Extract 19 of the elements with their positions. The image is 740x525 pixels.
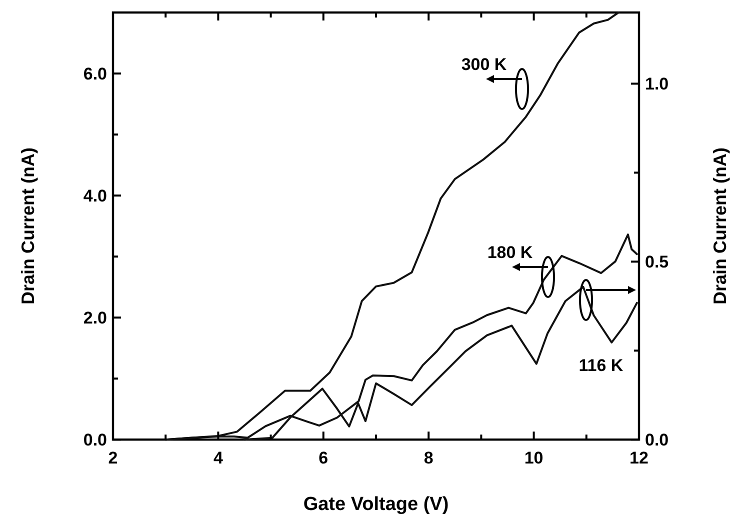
x-tick-label: 6 bbox=[318, 448, 328, 468]
y-tick-label: 6.0 bbox=[83, 64, 107, 84]
y-tick-label: 2.0 bbox=[83, 308, 107, 328]
y-tick-label: 4.0 bbox=[83, 186, 107, 206]
annotation: 180 K bbox=[487, 242, 534, 262]
x-tick-label: 4 bbox=[213, 448, 224, 468]
annotation: 300 K bbox=[461, 54, 508, 74]
annotation: 116 K bbox=[578, 356, 624, 375]
y-axis-title: Drain Current (nA) bbox=[18, 148, 38, 305]
y2-tick-label: 0.0 bbox=[645, 430, 669, 450]
y2-axis-title: Drain Current (nA) bbox=[710, 148, 730, 305]
y2-tick-label: 1.0 bbox=[645, 74, 669, 94]
x-tick-label: 10 bbox=[524, 448, 544, 468]
y2-tick-label: 0.5 bbox=[645, 252, 669, 272]
y-tick-label: 0.0 bbox=[83, 430, 107, 450]
x-axis-title: Gate Voltage (V) bbox=[303, 494, 449, 515]
x-tick-label: 12 bbox=[630, 448, 648, 468]
x-tick-label: 8 bbox=[424, 448, 434, 468]
x-tick-label: 2 bbox=[108, 448, 118, 468]
